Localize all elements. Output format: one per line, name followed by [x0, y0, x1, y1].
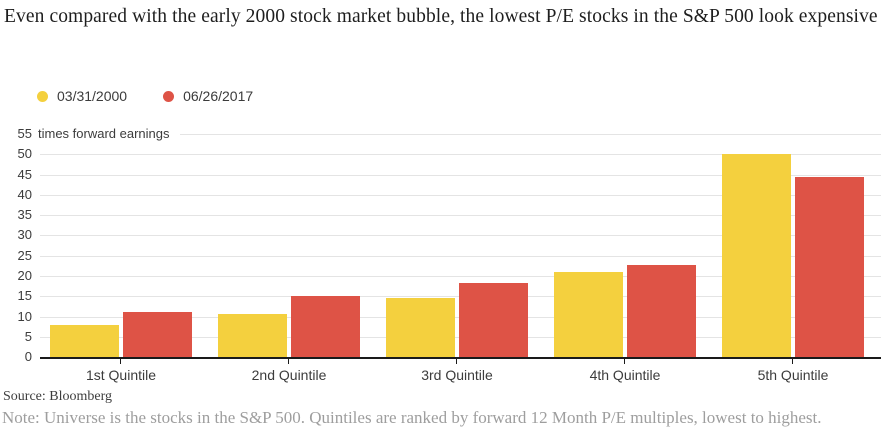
gridline-20 [40, 275, 881, 277]
y-tick-label-15: 15 [17, 288, 32, 304]
gridline-35 [40, 215, 881, 217]
y-tick-label-5: 5 [24, 328, 32, 344]
y-axis-top-row: 55 times forward earnings [0, 126, 881, 142]
bar-03-31-2000-5th-quintile [722, 153, 791, 357]
footnote: Note: Universe is the stocks in the S&P … [2, 408, 822, 427]
gridline-45 [40, 174, 881, 176]
y-axis-unit-label: times forward earnings [38, 126, 170, 141]
gridline-50 [40, 154, 881, 156]
bar-group-4th-quintile [554, 265, 696, 357]
legend: 03/31/2000 06/26/2017 [37, 88, 253, 104]
gridline-30 [40, 235, 881, 237]
y-tick-label-35: 35 [17, 207, 32, 223]
gridline-25 [40, 255, 881, 257]
bar-03-31-2000-1st-quintile [50, 325, 119, 357]
legend-dot-icon-03-31-2000 [37, 90, 48, 102]
x-axis-tick-5th-quintile [792, 359, 793, 364]
bar-03-31-2000-2nd-quintile [218, 313, 287, 357]
bar-group-5th-quintile [722, 153, 864, 357]
bar-06-26-2017-5th-quintile [795, 176, 864, 357]
x-axis-tick-1st-quintile [120, 359, 121, 364]
bar-group-1st-quintile [50, 311, 192, 357]
bar-06-26-2017-3rd-quintile [459, 282, 528, 357]
chart-title: Even compared with the early 2000 stock … [4, 6, 878, 27]
x-axis-label-3rd-quintile: 3rd Quintile [421, 367, 493, 383]
bar-group-3rd-quintile [386, 282, 528, 357]
bar-06-26-2017-1st-quintile [123, 311, 192, 357]
x-axis-label-5th-quintile: 5th Quintile [757, 367, 829, 383]
y-tick-label-50: 50 [17, 146, 32, 162]
y-tick-label-55: 55 [17, 126, 32, 141]
bar-03-31-2000-4th-quintile [554, 272, 623, 357]
bar-06-26-2017-4th-quintile [627, 265, 696, 357]
x-axis-tick-4th-quintile [624, 359, 625, 364]
bar-group-2nd-quintile [218, 296, 360, 357]
plot-area: 55 times forward earnings 0 5 10 15 20 25 30 35… [18, 126, 881, 383]
x-axis-tick-3rd-quintile [456, 359, 457, 364]
legend-label-03-31-2000: 03/31/2000 [57, 88, 128, 104]
y-tick-label-30: 30 [17, 227, 32, 243]
bar-06-26-2017-2nd-quintile [291, 296, 360, 357]
y-tick-label-10: 10 [17, 308, 32, 324]
gridline-55 [179, 133, 881, 135]
y-tick-label-40: 40 [17, 186, 32, 202]
y-tick-label-25: 25 [17, 247, 32, 263]
gridline-40 [40, 194, 881, 196]
x-axis-tick-2nd-quintile [288, 359, 289, 364]
x-axis-label-2nd-quintile: 2nd Quintile [251, 367, 327, 383]
legend-dot-icon-06-26-2017 [163, 90, 175, 102]
y-tick-label-0: 0 [24, 349, 32, 364]
legend-label-06-26-2017: 06/26/2017 [183, 88, 254, 104]
x-axis-label-4th-quintile: 4th Quintile [589, 367, 661, 383]
y-tick-label-45: 45 [17, 166, 32, 182]
legend-item-06-26-2017: 06/26/2017 [163, 88, 253, 104]
source-credit: Source: Bloomberg [3, 389, 113, 404]
bar-03-31-2000-3rd-quintile [386, 298, 455, 357]
legend-item-03-31-2000: 03/31/2000 [37, 88, 127, 104]
x-axis-label-1st-quintile: 1st Quintile [85, 367, 157, 383]
y-tick-label-20: 20 [17, 267, 32, 283]
